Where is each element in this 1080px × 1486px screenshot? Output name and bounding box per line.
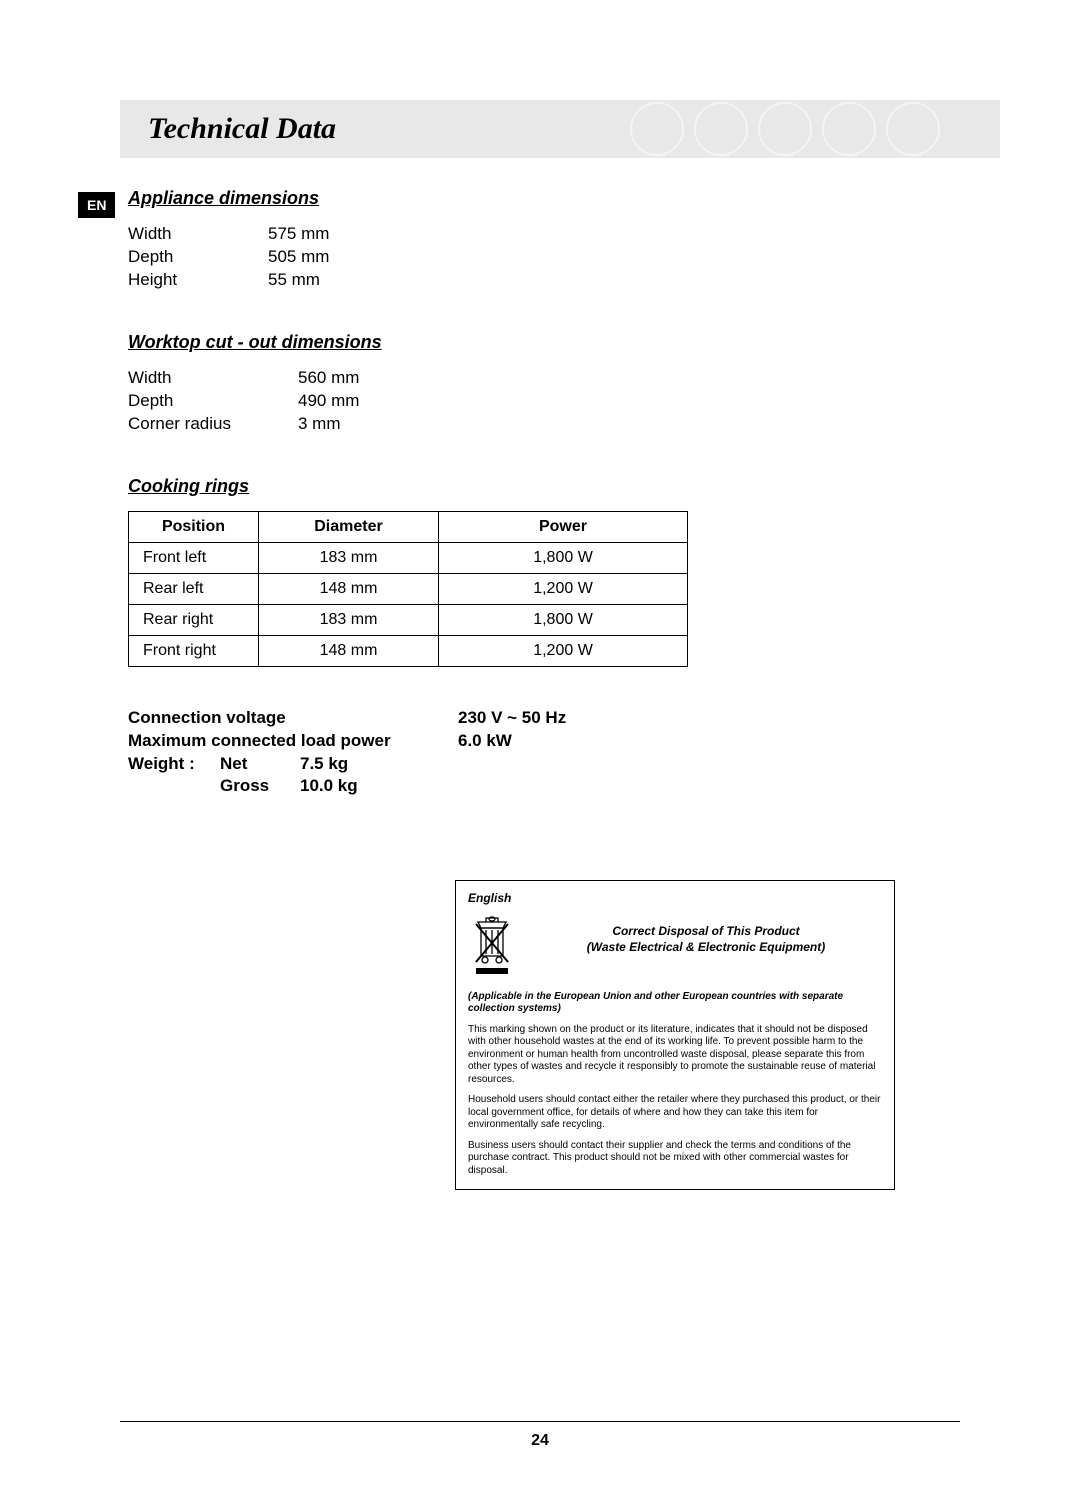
- disposal-title-l2: (Waste Electrical & Electronic Equipment…: [587, 940, 826, 954]
- spec-row: Weight : Net 7.5 kg: [128, 753, 928, 776]
- cell: 1,800 W: [439, 604, 688, 635]
- disposal-applicable: (Applicable in the European Union and ot…: [468, 991, 882, 1016]
- gross-value: 10.0 kg: [300, 775, 358, 798]
- spec-label: Maximum connected load power: [128, 730, 458, 753]
- gross-label: Gross: [220, 775, 300, 798]
- cell: Rear right: [129, 604, 259, 635]
- dim-label: Corner radius: [128, 413, 298, 436]
- page-number: 24: [0, 1432, 1080, 1450]
- cell: Rear left: [129, 573, 259, 604]
- cell: 1,200 W: [439, 635, 688, 666]
- dim-label: Height: [128, 269, 268, 292]
- net-value: 7.5 kg: [300, 753, 348, 776]
- dim-label: Width: [128, 367, 298, 390]
- appliance-dimensions-section: Appliance dimensions Width 575 mm Depth …: [128, 188, 928, 292]
- col-power: Power: [439, 511, 688, 542]
- dim-row: Height 55 mm: [128, 269, 928, 292]
- dim-row: Width 560 mm: [128, 367, 928, 390]
- dim-value: 575 mm: [268, 223, 329, 246]
- table-row: Rear left 148 mm 1,200 W: [129, 573, 688, 604]
- dim-row: Depth 490 mm: [128, 390, 928, 413]
- spec-row: Connection voltage 230 V ~ 50 Hz: [128, 707, 928, 730]
- cell: 148 mm: [259, 635, 439, 666]
- col-diameter: Diameter: [259, 511, 439, 542]
- dim-value: 490 mm: [298, 390, 359, 413]
- weight-rows: Weight : Net 7.5 kg Gross 10.0 kg: [128, 753, 928, 799]
- cell: Front right: [129, 635, 259, 666]
- electrical-specs: Connection voltage 230 V ~ 50 Hz Maximum…: [128, 707, 928, 799]
- dim-value: 55 mm: [268, 269, 320, 292]
- worktop-cutout-heading: Worktop cut - out dimensions: [128, 332, 928, 353]
- disposal-box: English Correc: [455, 880, 895, 1190]
- cell: 183 mm: [259, 542, 439, 573]
- dim-row: Width 575 mm: [128, 223, 928, 246]
- col-position: Position: [129, 511, 259, 542]
- dim-label: Depth: [128, 246, 268, 269]
- disposal-p1: This marking shown on the product or its…: [468, 1024, 882, 1087]
- disposal-title-l1: Correct Disposal of This Product: [612, 924, 799, 938]
- decorative-pattern: [630, 102, 940, 156]
- cell: 1,800 W: [439, 542, 688, 573]
- spec-row: Gross 10.0 kg: [128, 775, 928, 798]
- title-bar: Technical Data: [120, 100, 1000, 158]
- table-row: Rear right 183 mm 1,800 W: [129, 604, 688, 635]
- cooking-rings-heading: Cooking rings: [128, 476, 928, 497]
- spec-value: 230 V ~ 50 Hz: [458, 707, 566, 730]
- dim-row: Corner radius 3 mm: [128, 413, 928, 436]
- blank: [128, 775, 220, 798]
- net-label: Net: [220, 753, 300, 776]
- disposal-head: Correct Disposal of This Product (Waste …: [468, 912, 882, 981]
- disposal-p3: Business users should contact their supp…: [468, 1140, 882, 1178]
- footer-rule: [120, 1421, 960, 1422]
- disposal-title: Correct Disposal of This Product (Waste …: [530, 912, 882, 955]
- spec-row: Maximum connected load power 6.0 kW: [128, 730, 928, 753]
- appliance-dimensions-heading: Appliance dimensions: [128, 188, 928, 209]
- cell: 1,200 W: [439, 573, 688, 604]
- dim-value: 3 mm: [298, 413, 341, 436]
- cooking-rings-section: Cooking rings Position Diameter Power Fr…: [128, 476, 928, 667]
- table-row: Front right 148 mm 1,200 W: [129, 635, 688, 666]
- disposal-lang: English: [468, 891, 882, 906]
- dim-value: 560 mm: [298, 367, 359, 390]
- dim-label: Depth: [128, 390, 298, 413]
- content: Appliance dimensions Width 575 mm Depth …: [128, 188, 928, 798]
- dim-label: Width: [128, 223, 268, 246]
- page-title: Technical Data: [148, 112, 336, 146]
- dim-row: Depth 505 mm: [128, 246, 928, 269]
- spec-value: 6.0 kW: [458, 730, 512, 753]
- cell: Front left: [129, 542, 259, 573]
- cell: 183 mm: [259, 604, 439, 635]
- cell: 148 mm: [259, 573, 439, 604]
- weee-bin-icon: [468, 912, 516, 981]
- table-row: Front left 183 mm 1,800 W: [129, 542, 688, 573]
- table-header-row: Position Diameter Power: [129, 511, 688, 542]
- spec-label: Connection voltage: [128, 707, 458, 730]
- dim-value: 505 mm: [268, 246, 329, 269]
- page: Technical Data EN Appliance dimensions W…: [0, 0, 1080, 838]
- language-tab: EN: [78, 192, 115, 218]
- cooking-rings-table: Position Diameter Power Front left 183 m…: [128, 511, 688, 667]
- weight-label: Weight :: [128, 753, 220, 776]
- disposal-p2: Household users should contact either th…: [468, 1094, 882, 1132]
- worktop-cutout-section: Worktop cut - out dimensions Width 560 m…: [128, 332, 928, 436]
